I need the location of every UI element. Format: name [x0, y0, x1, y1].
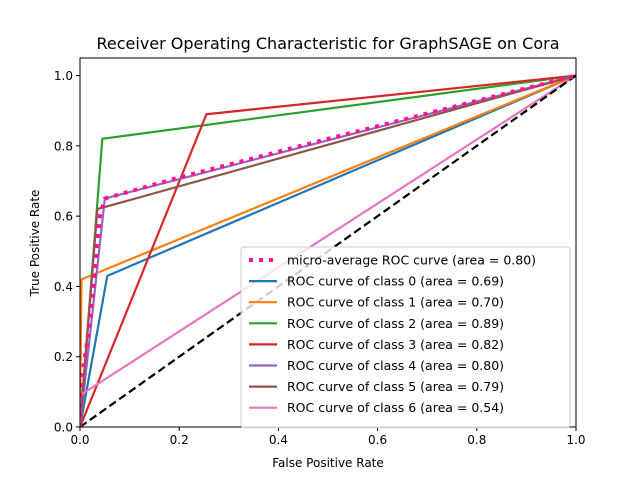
legend: micro-average ROC curve (area = 0.80) ROC…	[240, 246, 571, 429]
y-axis-label: True Positive Rate	[28, 190, 42, 298]
legend-entry-label: ROC curve of class 2 (area = 0.89)	[287, 316, 504, 331]
y-tick-label: 0.4	[54, 280, 73, 294]
legend-entry-label: ROC curve of class 6 (area = 0.54)	[287, 400, 504, 415]
chart-title: Receiver Operating Characteristic for Gr…	[97, 34, 560, 53]
series-line-class-6	[80, 74, 576, 427]
x-tick-label: 0.6	[368, 433, 387, 447]
y-tick-label: 0.6	[54, 210, 73, 224]
legend-entry-label: ROC curve of class 0 (area = 0.69)	[287, 274, 504, 289]
series-line-class-3	[80, 74, 576, 427]
x-tick-label: 0.8	[467, 433, 486, 447]
x-axis: 0.0 0.2 0.4 0.6 0.8 1.0	[70, 427, 586, 447]
legend-entry-label: ROC curve of class 4 (area = 0.80)	[287, 358, 504, 373]
y-tick-label: 0.2	[54, 350, 73, 364]
series-line-class-0	[80, 74, 576, 427]
legend-entry-label: micro-average ROC curve (area = 0.80)	[287, 253, 536, 268]
y-tick-label: 0.0	[54, 421, 73, 435]
x-tick-label: 1.0	[566, 433, 585, 447]
x-axis-label: False Positive Rate	[272, 456, 384, 470]
plot-area	[79, 57, 577, 428]
y-tick-label: 0.8	[54, 139, 73, 153]
series-line-micro-average	[80, 73, 576, 427]
y-axis: 0.0 0.2 0.4 0.6 0.8 1.0	[54, 69, 80, 435]
x-tick-label: 0.0	[70, 433, 89, 447]
x-tick-label: 0.4	[269, 433, 288, 447]
legend-box	[240, 246, 571, 429]
legend-entry-label: ROC curve of class 3 (area = 0.82)	[287, 337, 504, 352]
legend-entry-label: ROC curve of class 5 (area = 0.79)	[287, 379, 504, 394]
x-tick-label: 0.2	[170, 433, 189, 447]
y-tick-label: 1.0	[54, 69, 73, 83]
legend-entry-label: ROC curve of class 1 (area = 0.70)	[287, 295, 504, 310]
